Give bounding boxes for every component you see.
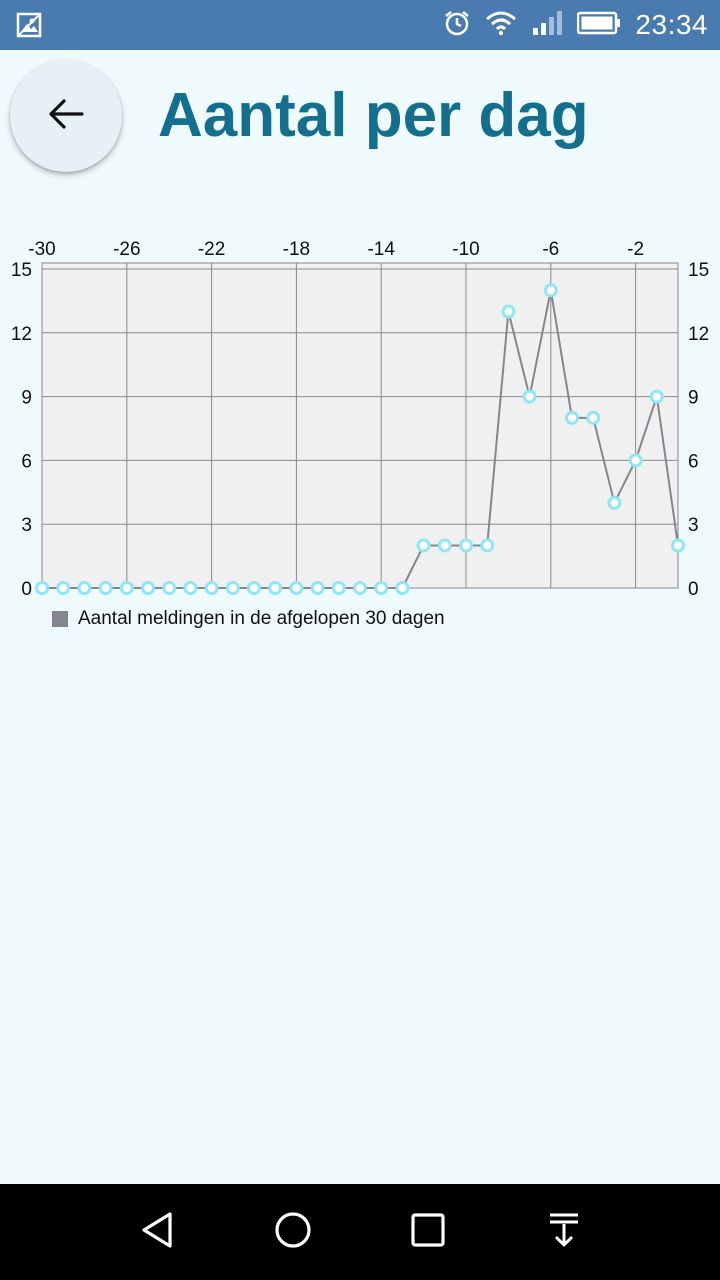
data-point: [586, 410, 601, 425]
nav-back-button[interactable]: [128, 1202, 188, 1262]
data-point: [543, 283, 558, 298]
battery-icon: [577, 11, 621, 40]
y-tick-label-right: 6: [688, 451, 699, 472]
data-point: [459, 538, 473, 553]
x-tick-label: -14: [367, 239, 395, 260]
data-point: [268, 581, 283, 595]
data-point: [289, 581, 304, 595]
data-point: [480, 538, 495, 553]
plot-area: [41, 262, 679, 589]
y-tick-label-right: 3: [688, 515, 699, 536]
x-tick-label: -2: [627, 239, 644, 260]
y-tick-label-left: 3: [21, 515, 32, 536]
data-point: [395, 581, 410, 595]
data-point: [77, 581, 92, 595]
data-point: [501, 304, 516, 319]
y-tick-label-left: 15: [11, 260, 32, 281]
y-tick-label-right: 0: [688, 579, 699, 600]
wifi-icon: [485, 10, 517, 41]
x-tick-label: -22: [198, 239, 225, 260]
nav-recents-button[interactable]: [398, 1202, 458, 1262]
y-tick-label-left: 12: [11, 324, 32, 345]
status-time: 23:34: [635, 9, 708, 40]
data-point: [204, 581, 219, 595]
alarm-icon: [443, 9, 471, 42]
y-tick-label-right: 9: [688, 388, 699, 409]
y-tick-label-left: 9: [21, 388, 32, 409]
notifications-pull-icon: [544, 1210, 584, 1255]
data-point: [437, 538, 452, 553]
chart: 0 0 3 3 6 6 9 9 12 12 15 15 -30 -26 -22 -18 -14 -10 -6 -2: [0, 225, 720, 645]
data-point: [141, 581, 155, 595]
data-point: [225, 581, 240, 595]
data-point: [162, 581, 177, 595]
home-circle-icon: [273, 1210, 313, 1255]
nav-home-button[interactable]: [263, 1202, 323, 1262]
status-bar: 23:34: [0, 0, 720, 50]
x-tick-label: -26: [113, 239, 140, 260]
data-point: [310, 581, 325, 595]
data-point: [671, 538, 685, 553]
data-point: [247, 581, 261, 595]
x-tick-label: -6: [542, 239, 559, 260]
y-tick-label-left: 6: [21, 451, 32, 472]
signal-icon: [531, 10, 563, 41]
recents-square-icon: [408, 1210, 448, 1255]
navigation-bar: [0, 1184, 720, 1280]
x-tick-label: -18: [283, 239, 310, 260]
gallery-icon: [16, 12, 42, 43]
y-tick-label-right: 12: [688, 324, 709, 345]
page-title: Aantal per dag: [158, 81, 589, 150]
data-point: [331, 581, 346, 595]
x-tick-label: -10: [452, 239, 479, 260]
y-tick-label-right: 15: [688, 260, 709, 281]
data-point: [353, 581, 367, 595]
data-point: [628, 453, 643, 468]
legend-label: Aantal meldingen in de afgelopen 30 dage…: [78, 608, 445, 629]
chart-legend: Aantal meldingen in de afgelopen 30 dage…: [52, 606, 445, 632]
y-tick-label-left: 0: [21, 579, 32, 600]
data-point: [119, 581, 134, 595]
data-point: [183, 581, 198, 595]
data-point: [374, 581, 389, 595]
data-point: [565, 410, 579, 425]
data-point: [607, 495, 622, 510]
legend-swatch: [52, 611, 68, 627]
data-point: [522, 389, 537, 404]
data-point: [35, 581, 49, 595]
nav-notifications-button[interactable]: [534, 1202, 594, 1262]
data-point: [649, 389, 664, 404]
data-point: [416, 538, 431, 553]
back-button[interactable]: [10, 60, 122, 172]
arrow-left-icon: [48, 98, 84, 135]
data-point: [56, 581, 71, 595]
data-point: [98, 581, 113, 595]
back-triangle-icon: [138, 1210, 178, 1255]
x-tick-label: -30: [28, 239, 55, 260]
